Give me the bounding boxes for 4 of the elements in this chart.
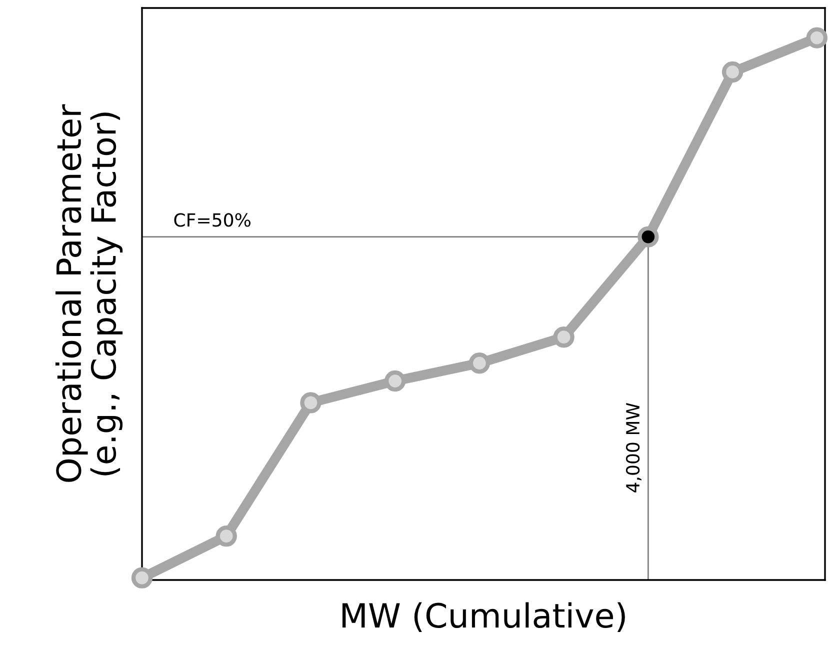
x-axis-title: MW (Cumulative) [342, 602, 625, 632]
annotation: 4,000 MW [626, 402, 642, 492]
y-axis-title: Operational Parameter (e.g., Capacity Factor) [56, 104, 123, 482]
annotation: CF=50% [174, 213, 250, 227]
